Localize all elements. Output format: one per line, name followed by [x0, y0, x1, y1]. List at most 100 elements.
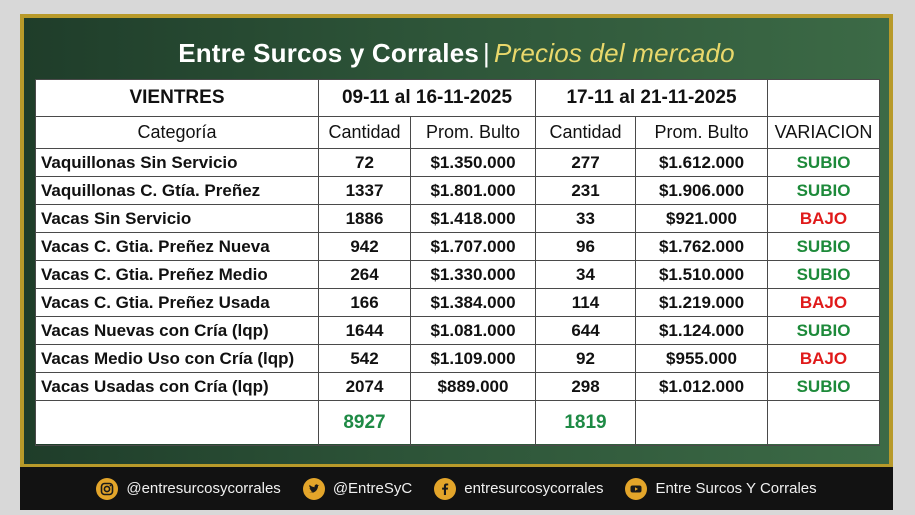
total-cantidad-1: 8927 [318, 400, 411, 446]
youtube-icon [625, 477, 648, 500]
youtube-link[interactable]: Entre Surcos Y Corrales [625, 477, 817, 500]
cell-prom2: $1.012.000 [635, 372, 768, 401]
cell-cant1: 72 [318, 148, 411, 177]
col-header-cantidad-1: Cantidad [318, 116, 411, 149]
price-table: VIENTRES 09-11 al 16-11-2025 17-11 al 21… [35, 79, 880, 446]
facebook-link[interactable]: entresurcosycorrales [434, 477, 604, 500]
cell-prom1: $1.350.000 [410, 148, 536, 177]
col-header-variacion: VARIACION [767, 116, 880, 149]
col-header-prom-bulto-2: Prom. Bulto [635, 116, 768, 149]
cell-prom1: $1.801.000 [410, 176, 536, 205]
cell-variacion: SUBIO [767, 260, 880, 289]
cell-cant1: 264 [318, 260, 411, 289]
cell-cant2: 34 [535, 260, 636, 289]
cell-cant2: 92 [535, 344, 636, 373]
table-row: Vaquillonas Sin Servicio 72 $1.350.000 277 $… [35, 148, 880, 177]
group-label: VIENTRES [35, 79, 319, 117]
cell-prom2: $1.762.000 [635, 232, 768, 261]
cell-prom2: $1.612.000 [635, 148, 768, 177]
twitter-handle: @EntreSyC [332, 480, 413, 497]
column-header-row: Categoría Cantidad Prom. Bulto Cantidad … [35, 116, 880, 149]
period1-header: 09-11 al 16-11-2025 [318, 79, 536, 117]
cell-variacion: SUBIO [767, 232, 880, 261]
cell-prom2: $955.000 [635, 344, 768, 373]
cell-prom1: $1.330.000 [410, 260, 536, 289]
cell-prom1: $1.418.000 [410, 204, 536, 233]
cell-categoria: Vaquillonas Sin Servicio [35, 148, 319, 177]
table-row: Vacas Sin Servicio 1886 $1.418.000 33 $921.0… [35, 204, 880, 233]
cell-prom2: $1.906.000 [635, 176, 768, 205]
cell-cant2: 33 [535, 204, 636, 233]
cell-variacion: SUBIO [767, 316, 880, 345]
totals-row: 8927 1819 [35, 400, 880, 446]
instagram-handle: @entresurcosycorrales [126, 480, 281, 497]
cell-cant1: 2074 [318, 372, 411, 401]
cell-variacion: SUBIO [767, 176, 880, 205]
cell-variacion: SUBIO [767, 148, 880, 177]
facebook-icon [434, 477, 457, 500]
total-empty [410, 400, 536, 446]
cell-prom2: $1.124.000 [635, 316, 768, 345]
cell-cant1: 166 [318, 288, 411, 317]
title-separator: | [483, 38, 490, 68]
cell-cant2: 114 [535, 288, 636, 317]
table-row: Vacas Nuevas con Cría (lqp) 1644 $1.081.00… [35, 316, 880, 345]
cell-cant2: 277 [535, 148, 636, 177]
table-row: Vacas C. Gtia. Preñez Nueva 942 $1.707.000… [35, 232, 880, 261]
instagram-link[interactable]: @entresurcosycorrales [96, 477, 281, 500]
cell-prom1: $1.081.000 [410, 316, 536, 345]
cell-categoria: Vacas C. Gtia. Preñez Medio [35, 260, 319, 289]
table-row: Vaquillonas C. Gtía. Preñez 1337 $1.801.00… [35, 176, 880, 205]
cell-prom2: $1.510.000 [635, 260, 768, 289]
total-cantidad-2: 1819 [535, 400, 636, 446]
cell-prom1: $1.384.000 [410, 288, 536, 317]
instagram-icon [96, 477, 119, 500]
total-empty-label [35, 400, 319, 446]
facebook-handle: entresurcosycorrales [464, 480, 604, 497]
cell-categoria: Vacas Sin Servicio [35, 204, 319, 233]
cell-categoria: Vacas Usadas con Cría (lqp) [35, 372, 319, 401]
empty-header-cell [767, 79, 880, 117]
cell-cant1: 1886 [318, 204, 411, 233]
col-header-cantidad-2: Cantidad [535, 116, 636, 149]
page-title: Entre Surcos y Corrales | Precios del merc… [24, 38, 889, 69]
cell-cant1: 942 [318, 232, 411, 261]
table-row: Vacas Usadas con Cría (lqp) 2074 $889.000 2… [35, 372, 880, 401]
cell-variacion: BAJO [767, 288, 880, 317]
cell-cant1: 542 [318, 344, 411, 373]
cell-cant1: 1644 [318, 316, 411, 345]
total-empty [767, 400, 880, 446]
price-table-container: VIENTRES 09-11 al 16-11-2025 17-11 al 21… [35, 79, 880, 446]
table-row: Vacas C. Gtia. Preñez Usada 166 $1.384.000… [35, 288, 880, 317]
col-header-categoria: Categoría [35, 116, 319, 149]
cell-cant1: 1337 [318, 176, 411, 205]
cell-prom1: $889.000 [410, 372, 536, 401]
cell-categoria: Vacas Medio Uso con Cría (lqp) [35, 344, 319, 373]
cell-prom2: $1.219.000 [635, 288, 768, 317]
cell-variacion: SUBIO [767, 372, 880, 401]
cell-categoria: Vacas C. Gtia. Preñez Usada [35, 288, 319, 317]
period2-header: 17-11 al 21-11-2025 [535, 79, 768, 117]
cell-cant2: 644 [535, 316, 636, 345]
cell-prom1: $1.109.000 [410, 344, 536, 373]
twitter-icon [302, 477, 325, 500]
table-row: Vacas Medio Uso con Cría (lqp) 542 $1.109.… [35, 344, 880, 373]
cell-categoria: Vaquillonas C. Gtía. Preñez [35, 176, 319, 205]
title-subtitle: Precios del mercado [494, 38, 735, 68]
group-header-row: VIENTRES 09-11 al 16-11-2025 17-11 al 21… [35, 79, 880, 117]
table-row: Vacas C. Gtia. Preñez Medio 264 $1.330.000… [35, 260, 880, 289]
cell-categoria: Vacas C. Gtia. Preñez Nueva [35, 232, 319, 261]
title-main: Entre Surcos y Corrales [178, 38, 480, 68]
cell-cant2: 231 [535, 176, 636, 205]
cell-variacion: BAJO [767, 204, 880, 233]
cell-cant2: 298 [535, 372, 636, 401]
cell-categoria: Vacas Nuevas con Cría (lqp) [35, 316, 319, 345]
cell-prom1: $1.707.000 [410, 232, 536, 261]
twitter-link[interactable]: @EntreSyC [302, 477, 413, 500]
col-header-prom-bulto-1: Prom. Bulto [410, 116, 536, 149]
cell-cant2: 96 [535, 232, 636, 261]
cell-prom2: $921.000 [635, 204, 768, 233]
total-empty [635, 400, 768, 446]
youtube-channel: Entre Surcos Y Corrales [655, 480, 817, 497]
cell-variacion: BAJO [767, 344, 880, 373]
